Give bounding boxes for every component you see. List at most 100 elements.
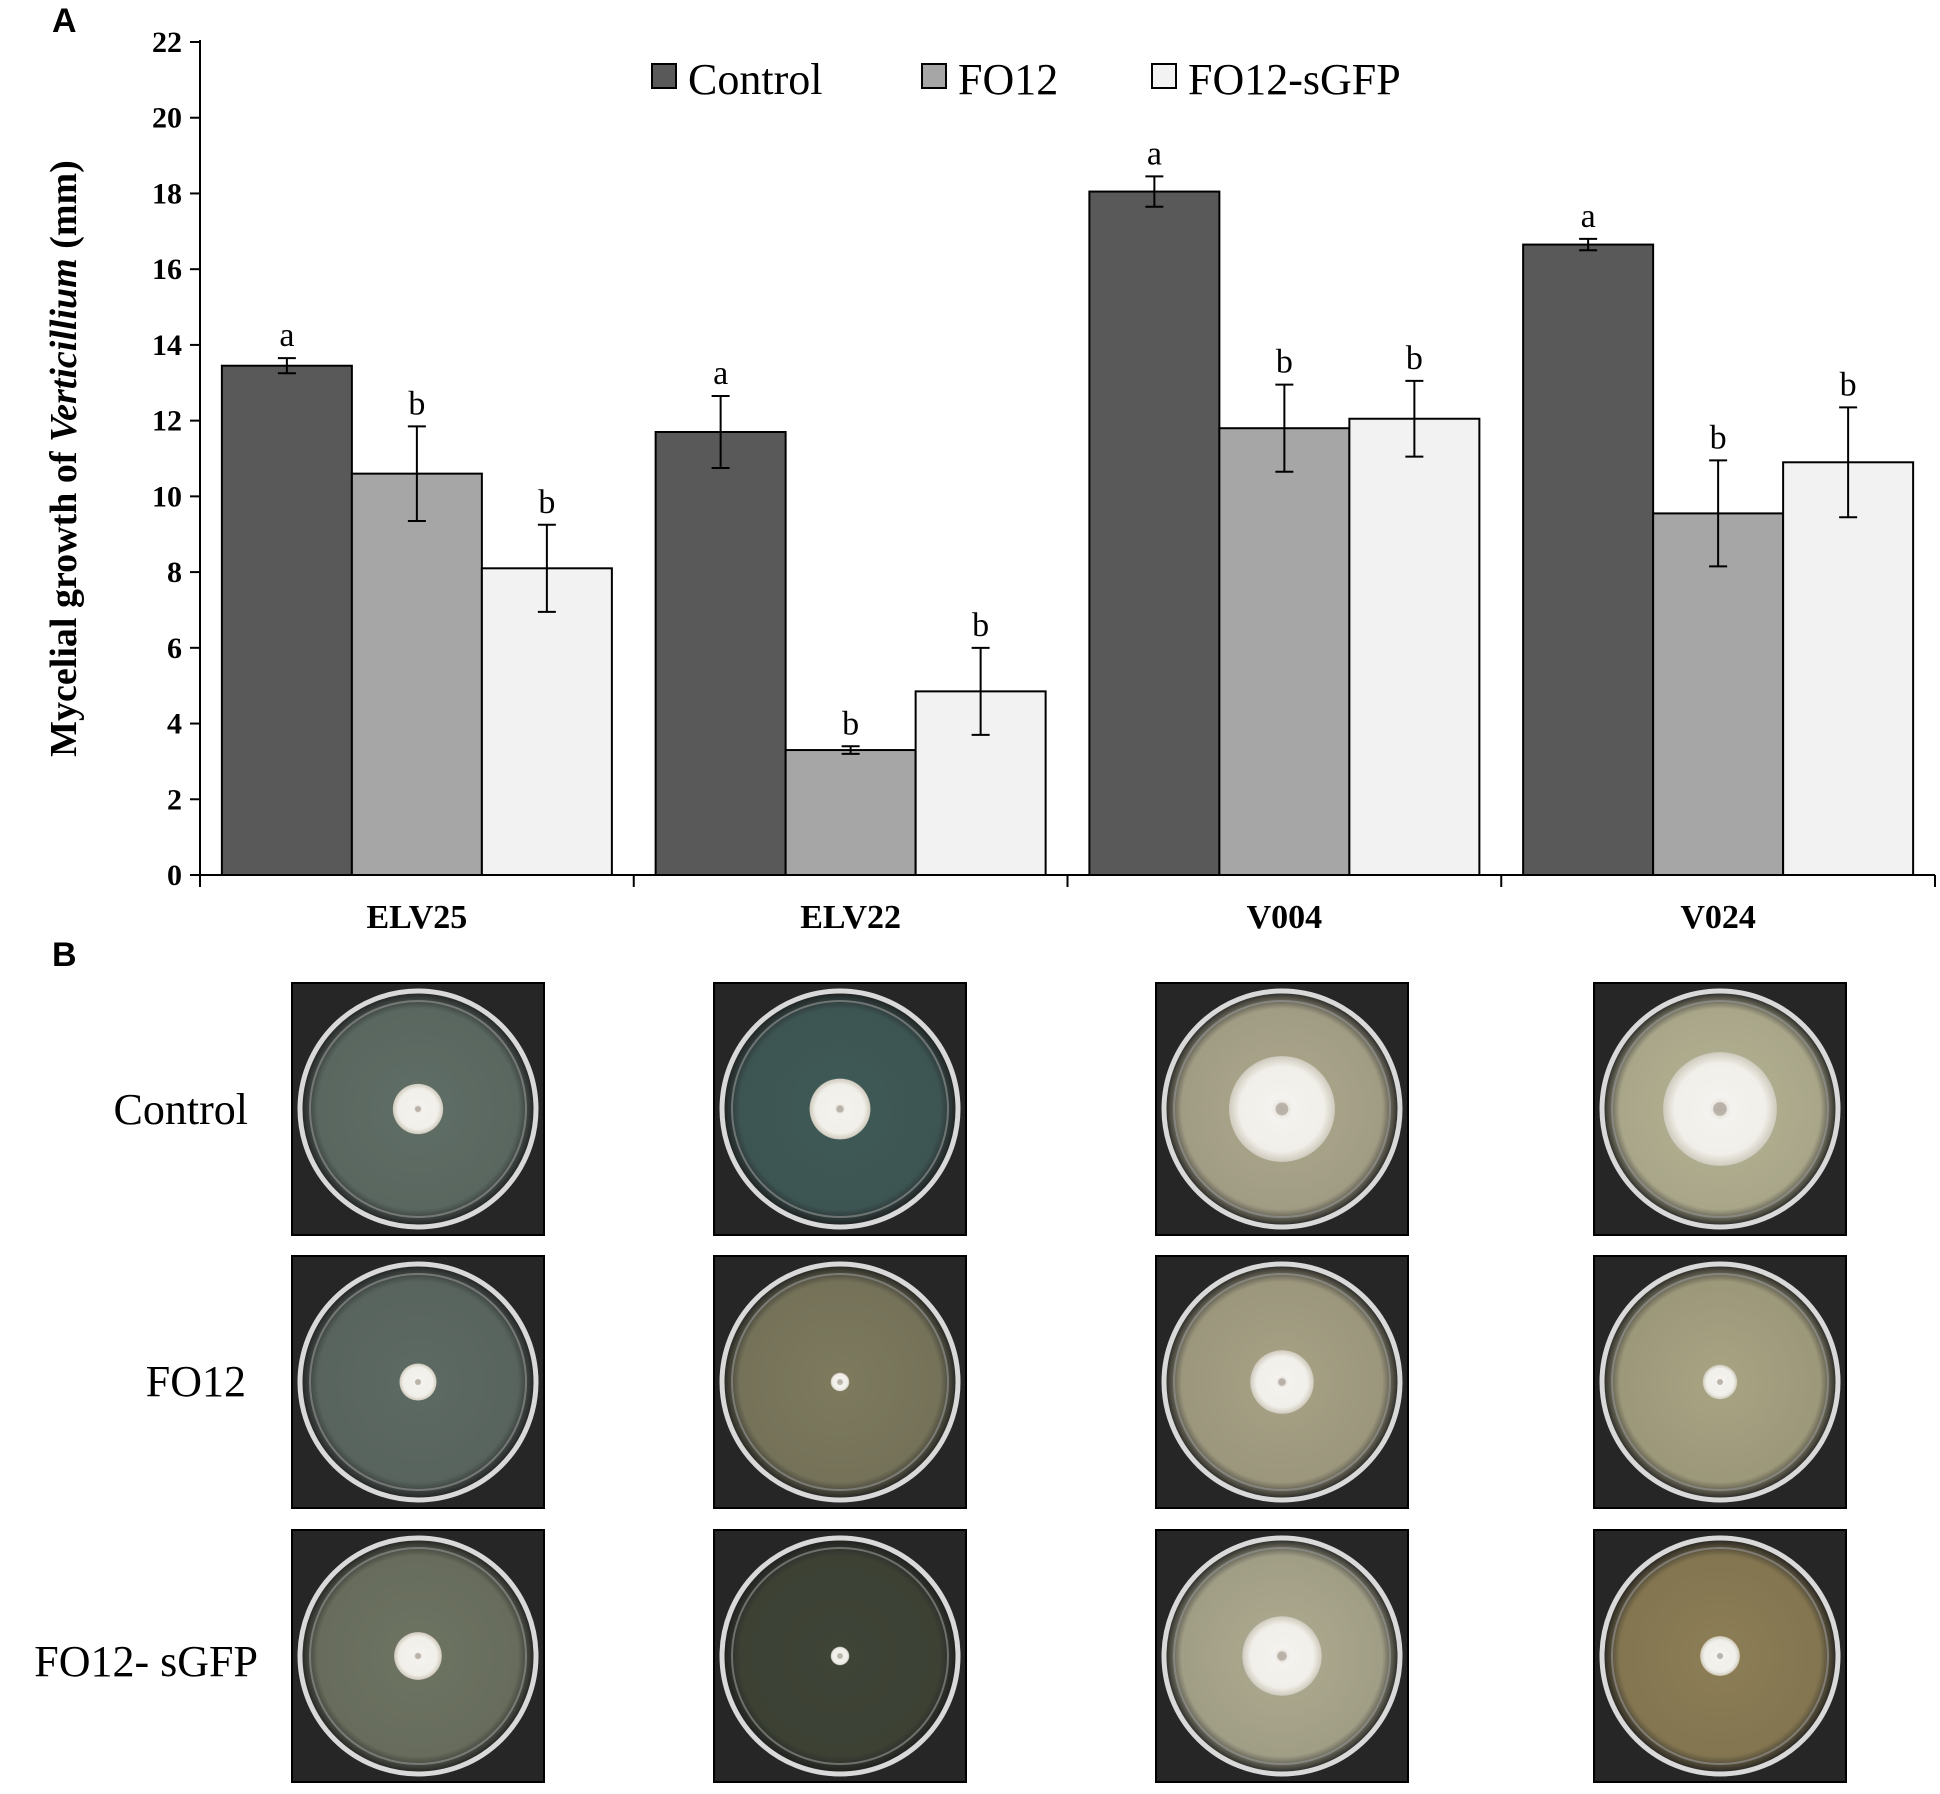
row-label: Control xyxy=(114,1085,248,1134)
bar-fo12-sgfp-v024 xyxy=(1782,461,1915,876)
plate-photo-grid: Control FO12 FO12- sGFP xyxy=(34,982,1847,1783)
significance-letter: b xyxy=(538,484,555,521)
colony-center xyxy=(1717,1653,1723,1659)
error-bar xyxy=(407,425,426,522)
error-bar xyxy=(1709,459,1728,568)
dish-rim xyxy=(309,1000,527,1218)
bar-fo12-v004 xyxy=(1218,427,1351,876)
legend-item-control: Control xyxy=(651,55,822,104)
significance-letter: a xyxy=(1581,198,1596,235)
y-tick-label: 8 xyxy=(167,556,182,589)
row-label: FO12- sGFP xyxy=(34,1637,258,1686)
plate-photo xyxy=(1593,982,1847,1236)
legend-label: FO12-sGFP xyxy=(1188,55,1401,104)
significance-letter: b xyxy=(1710,419,1727,456)
bar-fo12-elv25 xyxy=(350,472,483,876)
plate-photo xyxy=(291,1255,545,1509)
dish-rim xyxy=(1173,1273,1391,1491)
y-tick-label: 16 xyxy=(152,253,182,286)
bar-control-v004 xyxy=(1088,190,1221,877)
plate-photo xyxy=(291,982,545,1236)
dish-rim xyxy=(1611,1000,1829,1218)
bar-fo12-sgfp-elv25 xyxy=(480,567,613,877)
dish-rim xyxy=(309,1273,527,1491)
legend-label: Control xyxy=(688,55,822,104)
dish-rim xyxy=(1173,1547,1391,1765)
error-bar xyxy=(1275,383,1294,473)
legend-swatch xyxy=(651,63,677,89)
x-category-label: ELV25 xyxy=(366,899,467,936)
bar-chart: a b b a b b a b b a b b 0 2 4 6 8 10 12 14 16 18 20 22 ELV25 ELV… xyxy=(43,26,1936,936)
y-tick-label: 6 xyxy=(167,632,182,665)
bar-control-elv22 xyxy=(654,430,787,876)
bar-control-elv25 xyxy=(220,364,353,876)
y-tick-label: 0 xyxy=(167,859,182,892)
legend-swatch xyxy=(921,63,947,89)
significance-letter: b xyxy=(1276,344,1293,381)
legend-item-fo12-sgfp: FO12-sGFP xyxy=(1151,55,1401,104)
y-tick-label: 20 xyxy=(152,102,182,135)
error-bar xyxy=(1145,175,1164,208)
plate-photo xyxy=(713,982,967,1236)
row-label: FO12 xyxy=(146,1357,246,1406)
y-tick-label: 10 xyxy=(152,480,182,513)
plate-photo xyxy=(1155,1255,1409,1509)
error-bar xyxy=(1405,379,1424,458)
y-tick-label: 2 xyxy=(167,783,182,816)
y-tick-label: 14 xyxy=(152,329,182,362)
bar-fo12-elv22 xyxy=(784,749,917,876)
dish-rim xyxy=(1611,1273,1829,1491)
error-bar xyxy=(841,745,860,755)
y-tick-label: 22 xyxy=(152,26,182,59)
dish-rim xyxy=(731,1547,949,1765)
legend: Control FO12 FO12-sGFP xyxy=(651,55,1401,104)
legend-swatch xyxy=(1151,63,1177,89)
plate-photo xyxy=(1155,982,1409,1236)
colony-center xyxy=(837,1379,843,1385)
colony-center xyxy=(1275,1102,1289,1116)
colony-center xyxy=(1713,1102,1727,1116)
panel-a-label: A xyxy=(52,2,77,40)
x-category-label: V024 xyxy=(1680,899,1756,936)
significance-letter: b xyxy=(408,385,425,422)
legend-label: FO12 xyxy=(958,55,1058,104)
colony-center xyxy=(415,1653,421,1659)
error-bar xyxy=(1579,237,1598,252)
dish-rim xyxy=(1173,1000,1391,1218)
colony-center xyxy=(837,1653,843,1659)
colony-center xyxy=(414,1105,422,1113)
colony-center xyxy=(1278,1378,1286,1386)
significance-letter: a xyxy=(279,317,294,354)
plate-photo xyxy=(1155,1529,1409,1783)
dish-rim xyxy=(309,1547,527,1765)
dish-rim xyxy=(731,1000,949,1218)
y-tick-label: 18 xyxy=(152,177,182,210)
plate-photo xyxy=(713,1255,967,1509)
significance-letter: b xyxy=(842,705,859,742)
bar-fo12-sgfp-v004 xyxy=(1348,417,1481,876)
colony-center xyxy=(1277,1651,1287,1661)
plate-photo xyxy=(1593,1255,1847,1509)
y-tick-label: 12 xyxy=(152,405,182,438)
error-bar xyxy=(711,395,730,469)
colony-center xyxy=(415,1379,421,1385)
significance-letter: b xyxy=(972,607,989,644)
error-bar xyxy=(277,357,296,375)
y-tick-label: 4 xyxy=(167,708,182,741)
error-bar xyxy=(1839,406,1858,519)
plate-photo xyxy=(291,1529,545,1783)
error-bar xyxy=(971,646,990,736)
legend-item-fo12: FO12 xyxy=(921,55,1058,104)
significance-letter: b xyxy=(1406,340,1423,377)
y-axis-label: Mycelial growth of Verticillium (mm) xyxy=(43,160,85,757)
bar-fo12-v024 xyxy=(1652,512,1785,876)
plate-photo xyxy=(1593,1529,1847,1783)
dish-rim xyxy=(1611,1547,1829,1765)
bar-control-v024 xyxy=(1522,243,1655,877)
error-bar xyxy=(537,523,556,613)
bars-layer: a b b a b b a b b a b b xyxy=(220,135,1915,877)
colony-center xyxy=(836,1105,844,1113)
significance-letter: a xyxy=(1147,135,1162,172)
panel-b-label: B xyxy=(52,936,77,974)
